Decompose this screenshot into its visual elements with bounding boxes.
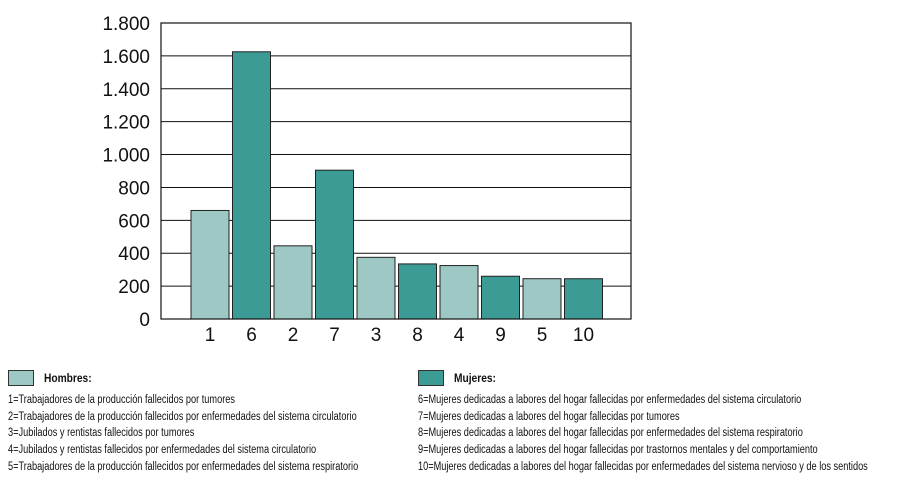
legend-hombres: Hombres: 1=Trabajadores de la producción… xyxy=(8,368,446,476)
y-tick-label: 400 xyxy=(118,244,150,265)
legend-item: 3=Jubilados y rentistas fallecidos por t… xyxy=(8,427,195,440)
bar-10 xyxy=(564,278,603,320)
legend-hombres-title: Hombres: xyxy=(44,371,92,385)
y-tick-label: 0 xyxy=(139,310,150,331)
y-tick-label: 200 xyxy=(118,277,150,298)
y-axis: 0 200 400 600 800 1.000 1.200 1.400 1.600 1.800 xyxy=(102,14,150,331)
x-axis: 1 6 2 7 3 8 4 9 5 10 xyxy=(205,325,594,346)
legend-mujeres-title: Mujeres: xyxy=(454,371,496,385)
bar-chart: 0 200 400 600 800 1.000 1.200 1.400 1.600 1.800 1… xyxy=(102,14,632,346)
plot-frame xyxy=(160,22,632,320)
bar-7 xyxy=(315,169,354,320)
x-tick-label: 4 xyxy=(454,325,465,346)
legend-mujeres: Mujeres: 6=Mujeres dedicadas a labores d… xyxy=(418,368,919,476)
x-tick-label: 7 xyxy=(329,325,340,346)
y-tick-label: 1.200 xyxy=(102,113,150,134)
x-tick-label: 1 xyxy=(205,325,216,346)
x-tick-label: 5 xyxy=(537,325,548,346)
bar-8 xyxy=(398,263,437,320)
legend-mujeres-header: Mujeres: xyxy=(418,368,919,388)
x-tick-label: 8 xyxy=(412,325,423,346)
bar-4 xyxy=(439,265,479,320)
legend-item: 10=Mujeres dedicadas a labores del hogar… xyxy=(418,460,868,473)
legend-item: 8=Mujeres dedicadas a labores del hogar … xyxy=(418,427,803,440)
legend-item: 2=Trabajadores de la producción fallecid… xyxy=(8,410,357,423)
bars xyxy=(190,51,603,320)
legend-mujeres-items: 6=Mujeres dedicadas a labores del hogar … xyxy=(418,392,919,476)
gridlines xyxy=(161,55,631,287)
legend-item: 7=Mujeres dedicadas a labores del hogar … xyxy=(418,410,680,423)
y-tick-label: 1.400 xyxy=(102,80,150,101)
y-tick-label: 1.600 xyxy=(102,47,150,68)
x-tick-label: 9 xyxy=(495,325,506,346)
y-tick-label: 1.800 xyxy=(102,14,150,35)
legend-item: 9=Mujeres dedicadas a labores del hogar … xyxy=(418,444,818,457)
y-tick-label: 600 xyxy=(118,211,150,232)
y-tick-label: 1.000 xyxy=(102,146,150,167)
bar-1 xyxy=(190,209,230,320)
legend-item: 6=Mujeres dedicadas a labores del hogar … xyxy=(418,394,802,406)
legend-hombres-items: 1=Trabajadores de la producción fallecid… xyxy=(8,392,446,476)
legend-mujeres-swatch xyxy=(418,370,444,386)
bar-5 xyxy=(522,278,562,320)
x-tick-label: 2 xyxy=(288,325,299,346)
y-tick-label: 800 xyxy=(118,178,150,199)
legend-item: 1=Trabajadores de la producción fallecid… xyxy=(8,394,235,406)
legend-item: 4=Jubilados y rentistas fallecidos por e… xyxy=(8,444,317,457)
legend-item: 5=Trabajadores de la producción fallecid… xyxy=(8,460,359,473)
x-tick-label: 10 xyxy=(573,325,594,346)
legend-hombres-swatch xyxy=(8,370,34,386)
bar-2 xyxy=(273,245,313,320)
bar-9 xyxy=(481,275,520,320)
bar-3 xyxy=(356,256,396,320)
x-tick-label: 3 xyxy=(371,325,382,346)
bar-6 xyxy=(232,51,271,320)
x-tick-label: 6 xyxy=(246,325,257,346)
legend-hombres-header: Hombres: xyxy=(8,368,446,388)
